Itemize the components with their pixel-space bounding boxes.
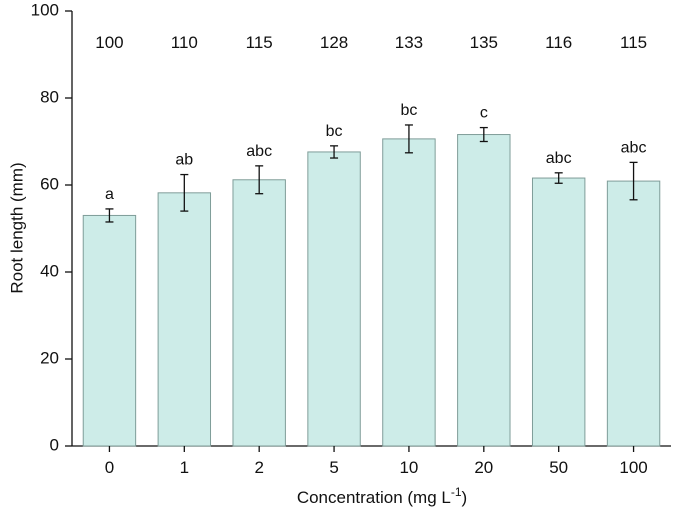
error-bar-5 bbox=[330, 145, 339, 159]
x-tick-label-20: 20 bbox=[474, 458, 493, 477]
error-bar-1 bbox=[180, 173, 189, 212]
relative-value-100: 115 bbox=[620, 33, 647, 52]
x-tick-label-2: 2 bbox=[254, 458, 263, 477]
y-axis-title: Root length (mm) bbox=[7, 162, 26, 293]
x-tick-label-50: 50 bbox=[549, 458, 568, 477]
significance-label-10: bc bbox=[400, 102, 417, 119]
y-tick-label-100: 100 bbox=[31, 0, 59, 19]
bar-5 bbox=[307, 151, 361, 447]
error-bar-100 bbox=[629, 161, 638, 201]
x-axis-title-superscript: -1 bbox=[451, 485, 462, 499]
significance-label-0: a bbox=[105, 186, 114, 203]
y-tick-label-0: 0 bbox=[50, 435, 59, 454]
x-tick-label-100: 100 bbox=[619, 458, 647, 477]
significance-label-2: abc bbox=[246, 143, 272, 160]
x-ticks-group: 0 1 2 5 10 20 50 100 bbox=[105, 446, 648, 477]
bar-10 bbox=[382, 138, 436, 447]
x-tick-label-10: 10 bbox=[399, 458, 418, 477]
relative-value-2: 115 bbox=[246, 33, 273, 52]
x-tick-label-1: 1 bbox=[180, 458, 189, 477]
x-axis-title: Concentration (mg L-1) bbox=[297, 485, 467, 507]
significance-label-20: c bbox=[480, 105, 488, 122]
error-bars-group bbox=[105, 124, 638, 223]
x-axis-title-suffix: ) bbox=[462, 488, 468, 507]
bar-100 bbox=[606, 180, 661, 447]
y-tick-label-60: 60 bbox=[40, 174, 59, 193]
x-tick-label-5: 5 bbox=[329, 458, 338, 477]
y-tick-label-40: 40 bbox=[40, 261, 59, 280]
y-tick-label-20: 20 bbox=[40, 348, 59, 367]
bar-2 bbox=[232, 179, 286, 447]
bar-50 bbox=[531, 177, 586, 447]
bars-group bbox=[82, 134, 661, 447]
error-bar-0 bbox=[105, 208, 114, 223]
relative-value-0: 100 bbox=[95, 33, 123, 52]
bar-1 bbox=[157, 192, 212, 447]
y-ticks-group: 0 20 40 60 80 100 bbox=[31, 0, 72, 454]
significance-labels-group: a ab abc bc bc c abc abc bbox=[105, 102, 646, 203]
relative-values-group: 100 110 115 128 133 135 116 115 bbox=[95, 33, 647, 52]
x-axis-title-main: Concentration (mg L bbox=[297, 488, 451, 507]
bar-0 bbox=[82, 214, 137, 447]
error-bar-20 bbox=[479, 126, 488, 143]
error-bar-10 bbox=[404, 124, 413, 154]
bar-20 bbox=[457, 134, 511, 447]
significance-label-5: bc bbox=[326, 123, 343, 140]
relative-value-5: 128 bbox=[320, 33, 348, 52]
x-tick-label-0: 0 bbox=[105, 458, 114, 477]
relative-value-10: 133 bbox=[395, 33, 423, 52]
error-bar-50 bbox=[554, 172, 563, 184]
relative-value-50: 116 bbox=[545, 33, 572, 52]
error-bar-2 bbox=[255, 165, 264, 195]
relative-value-20: 135 bbox=[470, 33, 498, 52]
relative-value-1: 110 bbox=[171, 33, 198, 52]
significance-label-1: ab bbox=[175, 152, 193, 169]
significance-label-100: abc bbox=[621, 139, 647, 156]
significance-label-50: abc bbox=[546, 150, 572, 167]
y-tick-label-80: 80 bbox=[40, 87, 59, 106]
